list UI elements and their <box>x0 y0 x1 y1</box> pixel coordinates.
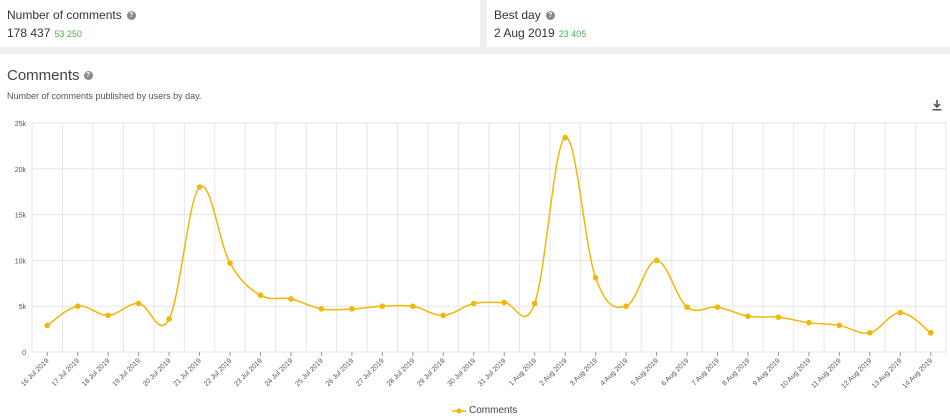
stat-value-best-day: 2 Aug 2019 23 405 <box>494 26 586 40</box>
x-tick-label: 29 Jul 2019 <box>416 357 447 388</box>
legend-marker <box>452 408 466 413</box>
data-point <box>714 304 721 310</box>
stat-title-comments-label: Number of comments <box>7 8 122 22</box>
x-tick-label: 18 Jul 2019 <box>81 357 112 388</box>
comments-total: 178 437 <box>7 26 51 40</box>
y-tick-label: 10k <box>15 258 27 265</box>
data-point <box>531 300 538 307</box>
x-tick-label: 11 Aug 2019 <box>810 357 842 389</box>
stat-card-comments: Number of comments ? 178 437 53 250 <box>0 0 480 47</box>
data-point <box>44 322 51 329</box>
y-tick-label: 0 <box>22 350 26 357</box>
data-point <box>379 303 386 309</box>
data-point <box>867 329 873 336</box>
x-tick-label: 8 Aug 2019 <box>721 357 751 387</box>
chart-subtitle: Number of comments published by users by… <box>7 91 202 101</box>
x-tick-label: 19 Jul 2019 <box>111 357 142 388</box>
x-tick-label: 25 Jul 2019 <box>294 357 325 388</box>
stat-title-best-day: Best day ? <box>494 8 555 22</box>
data-point <box>562 134 568 141</box>
question-circle-icon[interactable]: ? <box>83 71 93 80</box>
y-tick-label: 5k <box>19 304 27 311</box>
y-tick-label: 15k <box>15 213 27 220</box>
x-tick-label: 7 Aug 2019 <box>691 357 721 387</box>
x-tick-label: 12 Aug 2019 <box>840 357 873 390</box>
y-tick-label: 25k <box>15 121 27 128</box>
x-tick-label: 4 Aug 2019 <box>600 357 630 387</box>
x-tick-label: 1 Aug 2019 <box>508 357 538 387</box>
legend-label: Comments <box>469 405 518 416</box>
data-point <box>927 329 934 336</box>
stat-card-best-day: Best day ? 2 Aug 2019 23 405 <box>487 0 950 47</box>
x-tick-label: 23 Jul 2019 <box>233 357 264 388</box>
x-tick-label: 31 Jul 2019 <box>477 357 508 388</box>
x-tick-label: 20 Jul 2019 <box>142 357 173 388</box>
data-point <box>135 300 142 307</box>
x-tick-label: 3 Aug 2019 <box>569 357 599 387</box>
data-point <box>318 306 325 312</box>
x-tick-label: 5 Aug 2019 <box>630 357 660 387</box>
question-circle-icon[interactable]: ? <box>126 10 136 20</box>
data-point <box>501 299 508 306</box>
chart-heading: Comments ? <box>7 67 93 84</box>
x-tick-label: 10 Aug 2019 <box>780 357 813 390</box>
x-tick-label: 6 Aug 2019 <box>660 357 690 387</box>
legend-item-comments[interactable]: Comments <box>452 405 517 416</box>
question-circle-icon[interactable]: ? <box>545 10 555 20</box>
best-day-date: 2 Aug 2019 <box>494 26 555 40</box>
data-point <box>440 312 447 319</box>
x-tick-label: 9 Aug 2019 <box>752 357 782 387</box>
stat-title-best-day-label: Best day <box>494 8 541 22</box>
x-tick-label: 13 Aug 2019 <box>871 357 904 390</box>
data-point <box>653 257 660 264</box>
series-line-comments <box>46 136 932 334</box>
data-point <box>410 303 416 309</box>
x-tick-label: 24 Jul 2019 <box>264 357 295 388</box>
data-point <box>74 303 81 309</box>
x-tick-label: 16 Jul 2019 <box>20 357 51 388</box>
data-point <box>623 303 629 309</box>
data-point <box>745 313 751 320</box>
chart-card: Comments ? Number of comments published … <box>0 54 950 419</box>
data-point <box>257 292 264 299</box>
data-point <box>836 322 843 329</box>
stat-title-comments: Number of comments ? <box>7 8 136 22</box>
data-point <box>592 275 599 281</box>
data-point <box>166 316 172 322</box>
data-point <box>227 260 233 266</box>
x-tick-label: 28 Jul 2019 <box>386 357 417 388</box>
data-point <box>349 306 355 312</box>
y-tick-label: 20k <box>15 167 27 174</box>
chart-plot: 0 5k 10k 15k 20k 25k 16 Jul 2019 17 Jul 2019 18 … <box>15 121 947 390</box>
x-tick-label: 14 Aug 2019 <box>901 357 934 390</box>
best-day-delta: 23 405 <box>558 29 587 39</box>
data-point <box>288 296 294 302</box>
chart-title: Comments <box>7 67 80 84</box>
comments-delta: 53 250 <box>54 29 82 39</box>
data-point <box>775 314 782 320</box>
data-point <box>470 300 477 307</box>
data-point <box>196 184 203 190</box>
x-tick-label: 17 Jul 2019 <box>51 357 82 388</box>
x-tick-label: 21 Jul 2019 <box>172 357 203 388</box>
x-tick-label: 2 Aug 2019 <box>539 357 569 387</box>
data-point <box>105 312 111 319</box>
data-point <box>684 304 690 310</box>
x-tick-label: 26 Jul 2019 <box>325 357 356 388</box>
x-tick-label: 30 Jul 2019 <box>447 357 478 388</box>
stat-value-comments: 178 437 53 250 <box>7 26 82 40</box>
download-icon[interactable] <box>931 99 943 111</box>
x-tick-label: 27 Jul 2019 <box>355 357 386 388</box>
data-point <box>806 319 812 326</box>
x-tick-label: 22 Jul 2019 <box>203 357 234 388</box>
data-point <box>897 309 904 316</box>
